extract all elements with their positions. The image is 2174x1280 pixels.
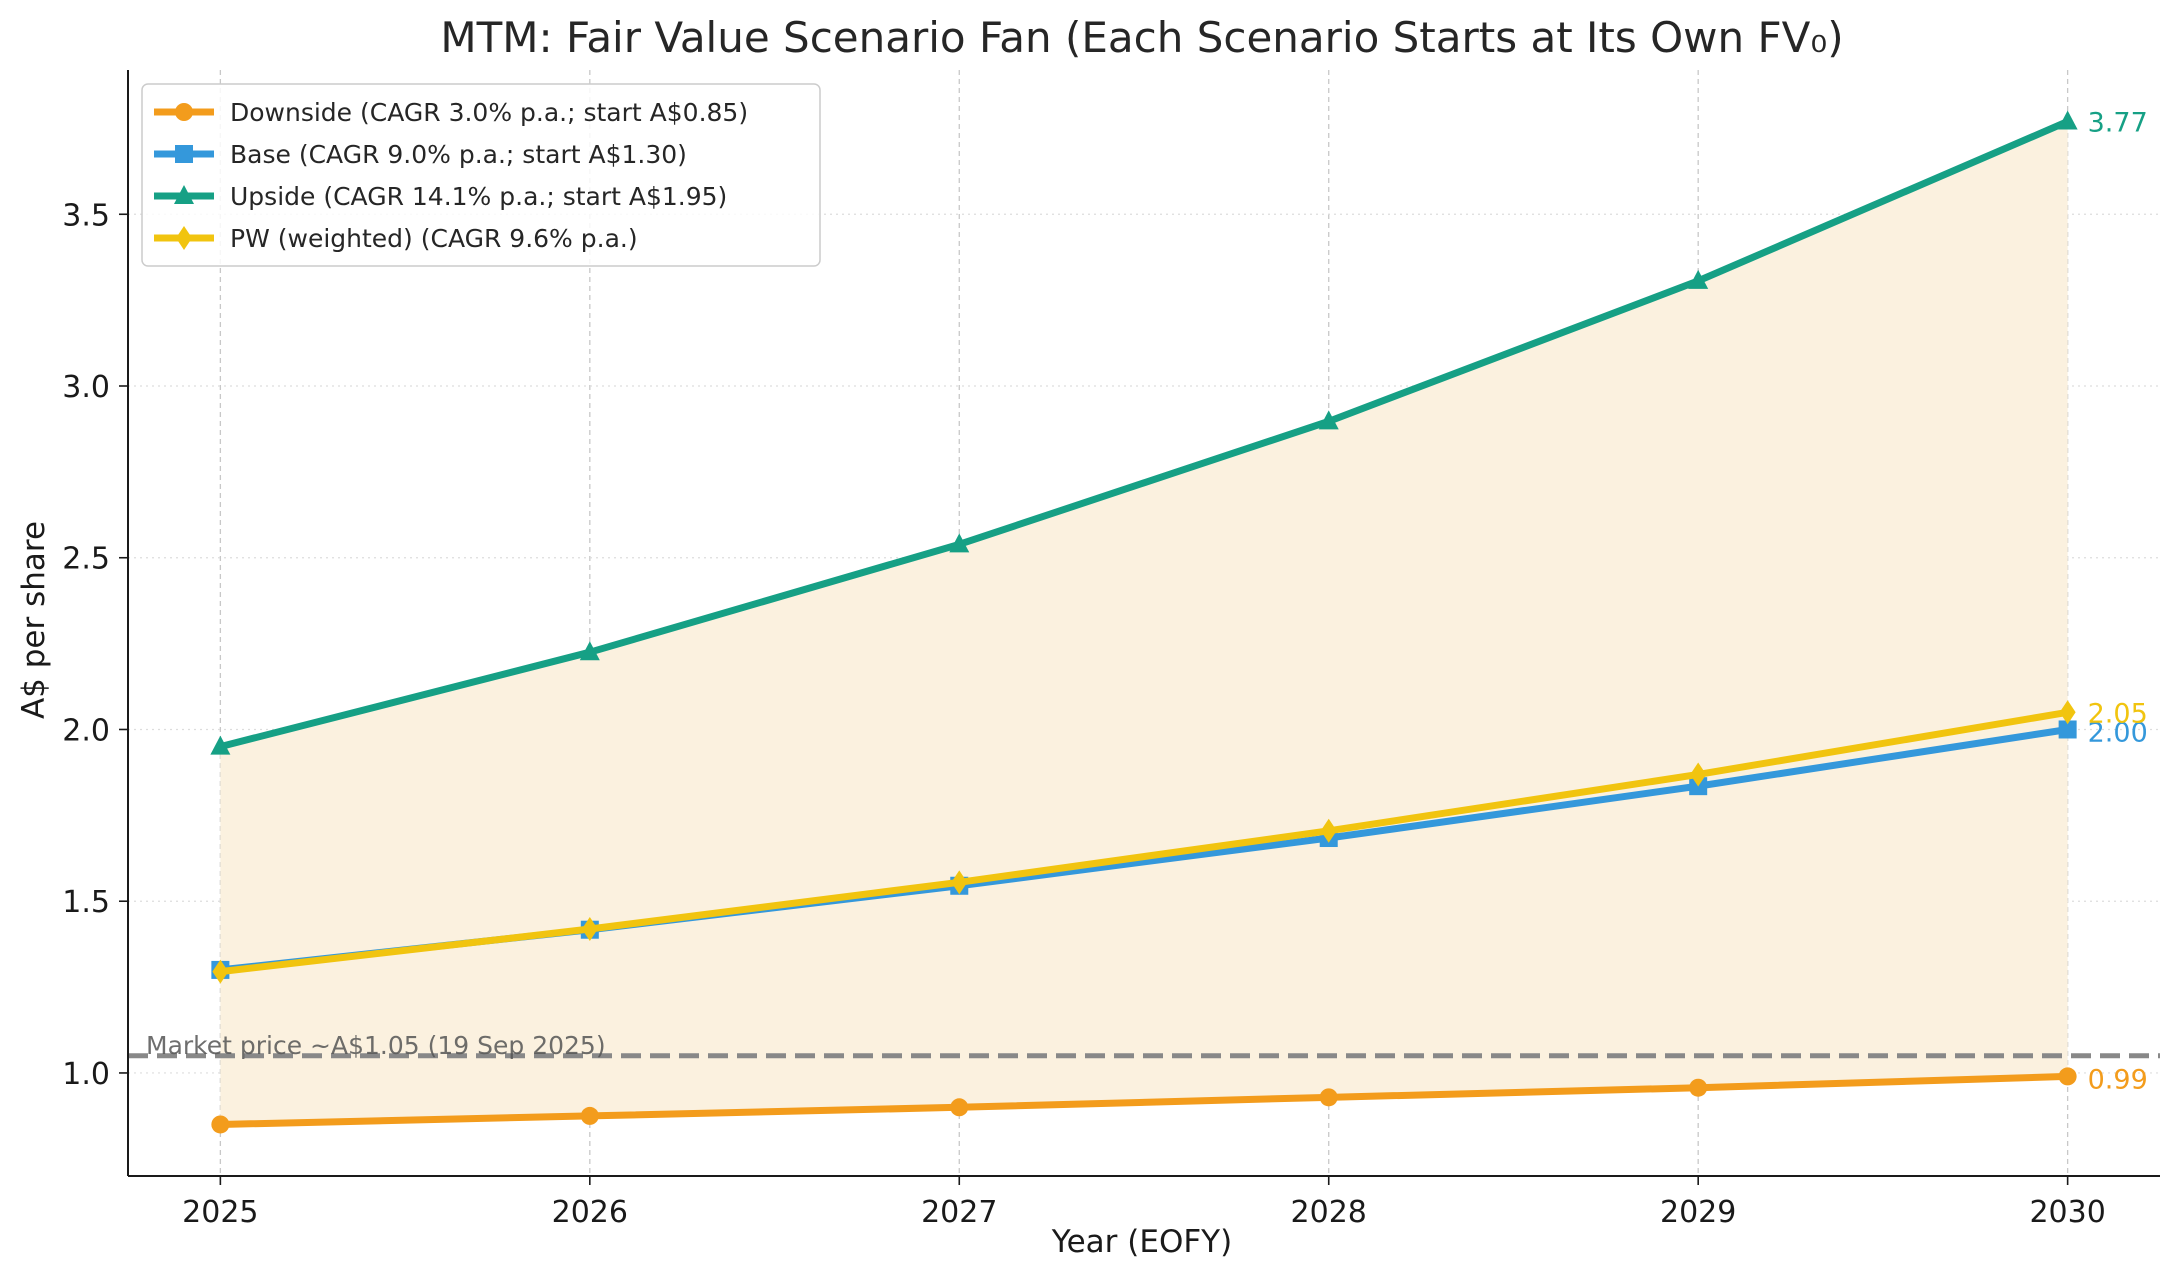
- legend-item-pw: PW (weighted) (CAGR 9.6% p.a.): [154, 224, 638, 253]
- series-downside: [211, 1067, 2077, 1134]
- data-point-pw: [1320, 818, 1337, 843]
- legend-swatch-marker: [174, 185, 194, 204]
- market-price-label: Market price ~A$1.05 (19 Sep 2025): [146, 1031, 606, 1060]
- y-tick-label: 2.0: [62, 713, 110, 748]
- series-pw: [212, 700, 2076, 984]
- x-tick-label: 2030: [2029, 1195, 2105, 1230]
- x-tick-label: 2028: [1291, 1195, 1367, 1230]
- y-tick-label: 1.0: [62, 1057, 110, 1092]
- end-label-downside: 0.99: [2088, 1064, 2148, 1095]
- y-tick-label: 3.5: [62, 198, 110, 233]
- data-point-base: [2058, 720, 2077, 739]
- end-label-upside: 3.77: [2088, 108, 2148, 139]
- legend-swatch-marker: [175, 145, 193, 163]
- chart-title: MTM: Fair Value Scenario Fan (Each Scena…: [440, 13, 1843, 62]
- axes: [127, 70, 2160, 1177]
- y-tick-label: 2.5: [62, 542, 110, 577]
- series-upside: [210, 110, 2078, 755]
- series-line-pw: [216, 708, 2072, 976]
- end-labels: 0.99 2.00 3.77 2.05: [2088, 108, 2148, 1096]
- scenario-fan-fill: [220, 121, 2068, 1125]
- data-point-upside: [949, 533, 970, 553]
- x-tick-label: 2025: [182, 1195, 258, 1230]
- data-point-downside: [580, 1106, 599, 1125]
- data-point-downside: [211, 1115, 230, 1134]
- legend-item-base: Base (CAGR 9.0% p.a.; start A$1.30): [154, 140, 687, 169]
- x-tick-label: 2027: [921, 1195, 997, 1230]
- data-point-pw: [581, 917, 598, 942]
- legend-item-downside: Downside (CAGR 3.0% p.a.; start A$0.85): [154, 98, 748, 127]
- legend-label: PW (weighted) (CAGR 9.6% p.a.): [230, 224, 638, 253]
- series-lines: [210, 110, 2078, 1134]
- end-label-pw: 2.05: [2088, 698, 2148, 729]
- data-point-upside: [2057, 110, 2078, 130]
- legend-box: [141, 83, 821, 267]
- legend-label: Upside (CAGR 14.1% p.a.; start A$1.95): [230, 182, 727, 211]
- data-point-pw: [212, 959, 229, 984]
- legend-label: Downside (CAGR 3.0% p.a.; start A$0.85): [230, 98, 748, 127]
- data-point-upside: [210, 735, 231, 755]
- data-point-upside: [1318, 410, 1339, 430]
- legend-swatch-marker: [176, 226, 192, 250]
- data-point-pw: [2059, 700, 2076, 725]
- y-tick-label: 1.5: [62, 885, 110, 920]
- data-point-upside: [579, 641, 600, 661]
- series-line-upside: [216, 118, 2072, 751]
- x-axis-label: Year (EOFY): [1051, 1224, 1232, 1260]
- data-point-downside: [950, 1098, 969, 1117]
- data-point-pw: [1690, 762, 1707, 787]
- x-tick-label: 2029: [1660, 1195, 1736, 1230]
- x-tick-label: 2026: [552, 1195, 628, 1230]
- legend-item-upside: Upside (CAGR 14.1% p.a.; start A$1.95): [154, 182, 727, 211]
- legend-swatch-marker: [175, 103, 193, 121]
- data-point-pw: [951, 870, 968, 895]
- data-point-upside: [1688, 269, 1709, 289]
- fan-area: [220, 121, 2068, 1125]
- series-line-downside: [216, 1072, 2072, 1128]
- y-tick-label: 3.0: [62, 370, 110, 405]
- y-axis-label: A$ per share: [16, 521, 52, 719]
- data-point-downside: [2058, 1067, 2077, 1086]
- data-point-downside: [1689, 1078, 1708, 1097]
- legend-label: Base (CAGR 9.0% p.a.; start A$1.30): [230, 140, 687, 169]
- market-price-reference: Market price ~A$1.05 (19 Sep 2025): [128, 1031, 2160, 1060]
- ticks: 2025 2026 2027 2028 2029 2030 1.0 1.5 2.0 2.5 3.0 3…: [62, 198, 2106, 1230]
- data-point-downside: [1319, 1088, 1338, 1107]
- end-label-base: 2.00: [2088, 717, 2148, 748]
- legend: Downside (CAGR 3.0% p.a.; start A$0.85) B…: [141, 83, 821, 267]
